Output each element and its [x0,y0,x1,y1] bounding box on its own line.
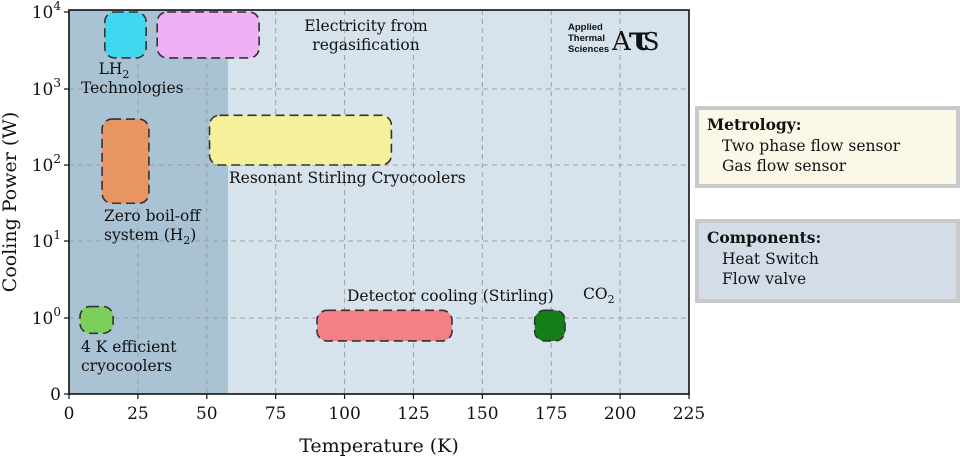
region-label-resonant-stirling-cryocoolers: Resonant Stirling Cryocoolers [229,169,466,187]
metrology-panel: Metrology: Two phase flow sensor Gas flo… [695,106,960,188]
x-tick-label: 125 [397,404,429,424]
y-tick-label: 101 [32,228,61,252]
metrology-title: Metrology: [707,115,802,134]
shaded-region [69,10,228,394]
x-tick-label: 150 [466,404,498,424]
metrology-item-1: Two phase flow sensor [722,137,901,155]
y-tick-label: 104 [32,0,62,23]
region-zero-boil-off-system-h2 [101,118,150,205]
x-tick-label: 75 [265,404,287,424]
region-label-zero-boil-off-system-h2: Zero boil-off system (H2) [104,207,201,247]
logo-mark-tau: τ [628,19,651,59]
region-resonant-stirling-cryocoolers [208,114,393,166]
logo-line-1: Applied [568,22,603,33]
y-tick-label: 102 [32,152,61,176]
y-axis-label: Cooling Power (W) [0,112,21,292]
region-label-lh2-technologies: LH2 Technologies [81,60,184,97]
region-label-electricity-from-regasification: Electricity from regasification [304,17,428,54]
region-electricity-from-regasification [156,11,260,59]
region-detector-cooling-stirling [316,309,453,342]
region-label-co2: CO2 [583,285,615,306]
components-item-1: Heat Switch [722,250,819,268]
x-tick-label: 25 [127,404,149,424]
x-axis-label: Temperature (K) [299,435,459,457]
region-label-4-k-efficient-cryocoolers: 4 K efficient cryocoolers [81,338,177,375]
ats-logo: Applied Thermal Sciences A τ S [568,19,659,59]
region-label-detector-cooling-stirling: Detector cooling (Stirling) [347,287,554,305]
components-item-2: Flow valve [722,270,807,288]
x-tick-label: 100 [328,404,360,424]
logo-mark-s: S [643,28,659,56]
x-tick-label: 175 [535,404,567,424]
logo-line-2: Thermal [568,33,605,44]
x-tick-label: 50 [196,404,218,424]
components-title: Components: [707,228,822,247]
x-tick-label: 0 [64,404,75,424]
x-tick-labels: 0 25 50 75 100 125 150 175 200 225 [64,394,705,424]
components-panel: Components: Heat Switch Flow valve [695,219,960,303]
y-tick-label: 0 [50,385,61,405]
plot-frame [68,9,690,395]
logo-line-3: Sciences [568,44,609,55]
y-tick-label: 103 [32,76,61,100]
x-tick-label: 200 [604,404,636,424]
y-tick-label: 100 [32,305,61,329]
y-tick-labels: 0 100 101 102 103 104 [32,0,69,405]
region-co2 [533,309,566,342]
metrology-item-2: Gas flow sensor [722,157,847,175]
logo-mark-a: A [611,27,632,57]
x-tick-label: 225 [673,404,705,424]
regions: LH2 Technologies Electricity from regasific… [79,11,615,375]
region-lh2-technologies [104,11,147,59]
region-4-k-efficient-cryocoolers [79,305,114,335]
